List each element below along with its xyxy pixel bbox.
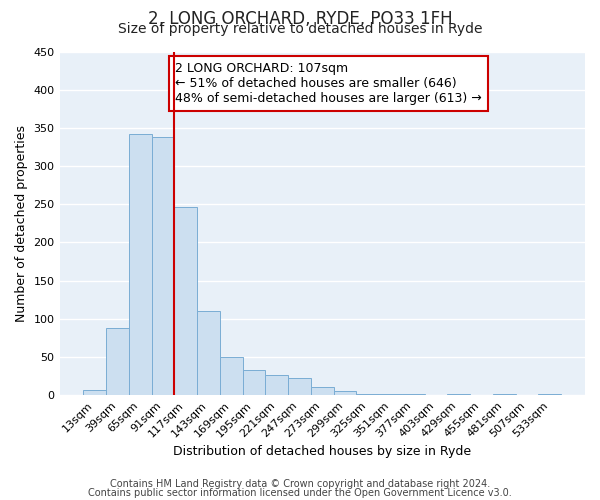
Bar bbox=[106, 328, 129, 395]
Bar bbox=[197, 311, 220, 395]
Bar bbox=[152, 137, 175, 395]
Bar bbox=[379, 394, 402, 395]
Bar bbox=[129, 134, 152, 395]
Bar bbox=[356, 394, 379, 395]
X-axis label: Distribution of detached houses by size in Ryde: Distribution of detached houses by size … bbox=[173, 444, 472, 458]
Bar bbox=[538, 394, 561, 395]
Bar bbox=[83, 390, 106, 395]
Bar bbox=[493, 394, 515, 395]
Bar bbox=[265, 376, 288, 395]
Text: Size of property relative to detached houses in Ryde: Size of property relative to detached ho… bbox=[118, 22, 482, 36]
Bar bbox=[288, 378, 311, 395]
Text: 2 LONG ORCHARD: 107sqm
← 51% of detached houses are smaller (646)
48% of semi-de: 2 LONG ORCHARD: 107sqm ← 51% of detached… bbox=[175, 62, 482, 105]
Text: Contains public sector information licensed under the Open Government Licence v3: Contains public sector information licen… bbox=[88, 488, 512, 498]
Bar bbox=[242, 370, 265, 395]
Bar bbox=[334, 392, 356, 395]
Text: Contains HM Land Registry data © Crown copyright and database right 2024.: Contains HM Land Registry data © Crown c… bbox=[110, 479, 490, 489]
Bar bbox=[448, 394, 470, 395]
Text: 2, LONG ORCHARD, RYDE, PO33 1FH: 2, LONG ORCHARD, RYDE, PO33 1FH bbox=[148, 10, 452, 28]
Bar bbox=[402, 394, 425, 395]
Y-axis label: Number of detached properties: Number of detached properties bbox=[15, 125, 28, 322]
Bar bbox=[175, 208, 197, 395]
Bar bbox=[311, 388, 334, 395]
Bar bbox=[220, 357, 242, 395]
